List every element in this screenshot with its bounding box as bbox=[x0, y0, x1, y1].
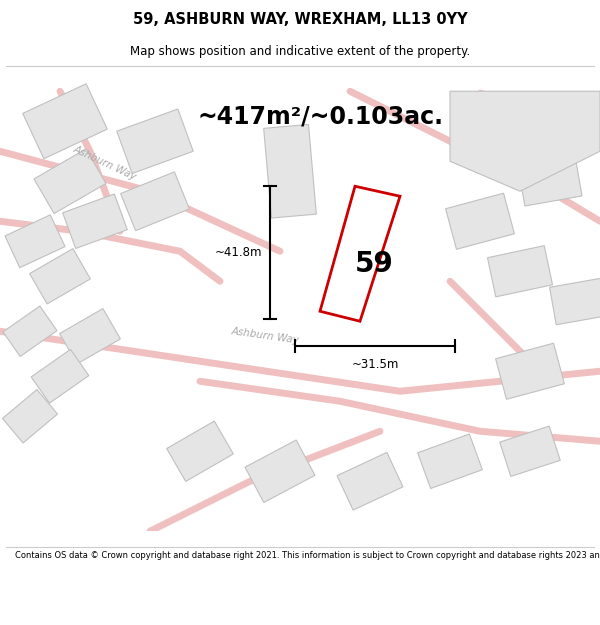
Polygon shape bbox=[478, 96, 542, 146]
Polygon shape bbox=[29, 249, 91, 304]
Polygon shape bbox=[34, 149, 106, 214]
Polygon shape bbox=[487, 246, 553, 297]
Text: Ashburn Way: Ashburn Way bbox=[230, 326, 299, 346]
Polygon shape bbox=[167, 421, 233, 481]
Polygon shape bbox=[117, 109, 193, 174]
Polygon shape bbox=[2, 389, 58, 443]
Polygon shape bbox=[121, 172, 190, 231]
Polygon shape bbox=[62, 194, 127, 249]
Text: ~41.8m: ~41.8m bbox=[215, 246, 262, 259]
Text: 59: 59 bbox=[355, 250, 393, 278]
Polygon shape bbox=[245, 440, 315, 503]
Polygon shape bbox=[446, 193, 514, 249]
Polygon shape bbox=[3, 306, 57, 356]
Text: Map shows position and indicative extent of the property.: Map shows position and indicative extent… bbox=[130, 45, 470, 58]
Polygon shape bbox=[263, 124, 316, 218]
Polygon shape bbox=[5, 215, 65, 268]
Text: ~417m²/~0.103ac.: ~417m²/~0.103ac. bbox=[197, 104, 443, 128]
Polygon shape bbox=[23, 84, 107, 159]
Text: Contains OS data © Crown copyright and database right 2021. This information is : Contains OS data © Crown copyright and d… bbox=[15, 551, 600, 561]
Polygon shape bbox=[550, 278, 600, 325]
Polygon shape bbox=[496, 343, 565, 399]
Polygon shape bbox=[31, 349, 89, 403]
Text: ~31.5m: ~31.5m bbox=[352, 358, 398, 371]
Polygon shape bbox=[337, 452, 403, 510]
Polygon shape bbox=[500, 426, 560, 476]
Text: Ashburn Way: Ashburn Way bbox=[72, 144, 138, 182]
Polygon shape bbox=[59, 309, 121, 364]
Polygon shape bbox=[450, 91, 600, 191]
Polygon shape bbox=[518, 156, 582, 206]
Text: 59, ASHBURN WAY, WREXHAM, LL13 0YY: 59, ASHBURN WAY, WREXHAM, LL13 0YY bbox=[133, 12, 467, 27]
Polygon shape bbox=[320, 186, 400, 321]
Polygon shape bbox=[418, 434, 482, 489]
